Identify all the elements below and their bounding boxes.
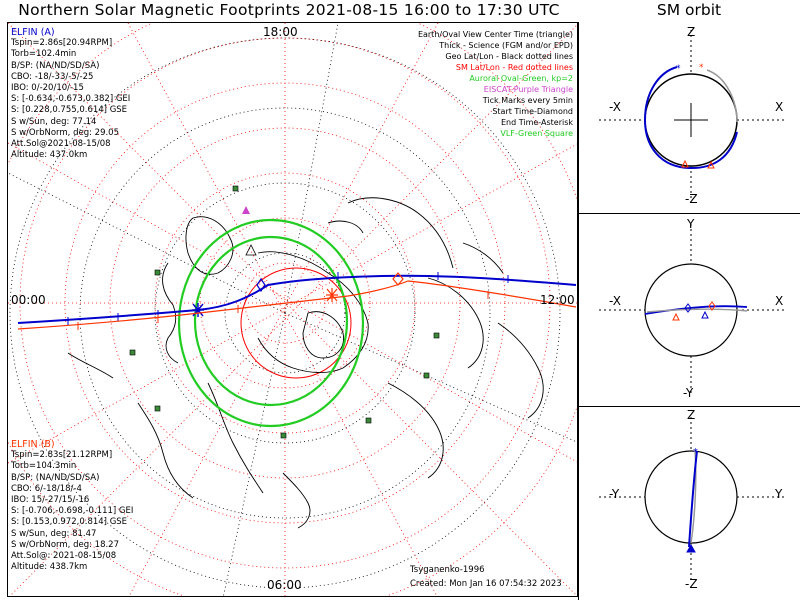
elfin-a-line: Att.Sol@2021-08-15/08 xyxy=(11,139,111,150)
elfin-b-line: Att.Sol@: 2021-08-15/08 xyxy=(11,551,117,562)
elfin-b-line: S w/OrbNorm, deg: 18.27 xyxy=(11,539,120,550)
orbit-axis-left: -X xyxy=(609,294,621,308)
mlt-label-top: 18:00 xyxy=(263,25,298,39)
elfin-a-line: S: [-0.634,-0.673,0.382] GEI xyxy=(11,94,131,105)
legend-item: End Time-Asterisk xyxy=(500,118,573,127)
elfin-b-line: B/SP: (NA/ND/SD/SA) xyxy=(11,472,100,483)
elfin-a-line: Torb=102.4min xyxy=(11,49,77,60)
elfin-a-line: Tspin=2.86s[20.94RPM] xyxy=(11,38,113,49)
elfin-b-track xyxy=(17,272,577,330)
elfin-a-line: IBO: 0/-20/10/-15 xyxy=(11,83,84,94)
orbit-axis-bottom: -Z xyxy=(685,192,698,206)
legend-item: Auroral Oval-Green, kp=2 xyxy=(469,74,573,83)
elfin-a-name: ELFIN (A) xyxy=(11,27,55,38)
orbit-axis-top: Z xyxy=(687,25,696,39)
elfin-b-line: S: [0.153,0.972,0.814] GSE xyxy=(11,517,128,528)
legend-item: Thick - Science (FGM and/or EPD) xyxy=(439,41,573,50)
elfin-b-line: CBO: 6/-18/18/-4 xyxy=(11,483,82,494)
elfin-a-line: B/SP: (NA/ND/SD/SA) xyxy=(11,60,100,71)
elfin-a-line: S: [0.228,0.755,0.614] GSE xyxy=(11,105,128,116)
mlt-label-right: 12:00 xyxy=(540,293,575,307)
elfin-a-line: S w/OrbNorm, deg: 29.05 xyxy=(11,127,120,138)
elfin-b-line: IBO: 15/-27/15/-16 xyxy=(11,495,90,506)
orbit-axis-bottom: -Z xyxy=(685,577,698,591)
legend-item: SM Lat/Lon - Red dotted lines xyxy=(455,63,573,72)
created-timestamp: Created: Mon Jan 16 07:54:32 2023 xyxy=(410,579,562,589)
orbit-axis-left: -X xyxy=(609,100,621,114)
legend-item: Geo Lat/Lon - Black dotted lines xyxy=(445,52,573,61)
auroral-oval xyxy=(177,218,365,428)
orbit-axis-right: X xyxy=(775,294,784,308)
svg-text:*: * xyxy=(676,64,681,74)
legend-item: Earth/Oval View Center Time (triangle) xyxy=(417,30,573,39)
elfin-b-line: S: [-0.706,-0.698,-0.111] GEI xyxy=(11,506,134,517)
eiscat-marker xyxy=(242,206,250,214)
elfin-a-line: S w/Sun, deg: 77.14 xyxy=(11,116,97,127)
map-legend: Earth/Oval View Center Time (triangle) T… xyxy=(418,29,573,139)
sm-orbit-xy-panel: Y -X X -Y xyxy=(578,214,800,407)
orbit-axis-top: Z xyxy=(687,408,696,422)
orbit-axis-right: X xyxy=(775,100,784,114)
footprint-map: 18:00 00:00 12:00 06:00 ELFIN (A) Tspin=… xyxy=(7,22,578,597)
orbit-axis-left: -Y xyxy=(609,487,620,501)
elfin-b-line: Tspin=2.83s[21.12RPM] xyxy=(11,450,113,461)
orbit-axis-right: Y xyxy=(775,487,783,501)
vlf-stations xyxy=(129,185,440,439)
plot-title: Northern Solar Magnetic Footprints 2021-… xyxy=(18,1,560,19)
legend-item: EISCAT-Purple Triangle xyxy=(483,85,573,94)
svg-text:*: * xyxy=(693,447,698,458)
elfin-b-line: S w/Sun, deg: 81.47 xyxy=(11,528,97,539)
legend-item: Tick Marks every 5min xyxy=(482,96,573,105)
elfin-a-line: CBO: -18/-33/-5/-25 xyxy=(11,71,94,82)
model-credit: Tsyganenko-1996 xyxy=(410,565,485,575)
orbit-axis-top: Y xyxy=(687,217,695,231)
svg-text:*: * xyxy=(699,63,704,73)
orbit-axis-bottom: -Y xyxy=(683,386,694,400)
sm-pole-circle xyxy=(240,267,352,379)
elfin-a-line: Altitude: 437.0km xyxy=(11,150,88,161)
elfin-b-line: Altitude: 438.7km xyxy=(11,562,88,573)
sm-orbit-yz-panel: * Z -Y Y -Z xyxy=(578,407,800,600)
legend-item: Start Time-Diamond xyxy=(492,107,573,116)
elfin-a-info: ELFIN (A) Tspin=2.86s[20.94RPM] Torb=102… xyxy=(11,27,130,161)
view-center-marker xyxy=(245,244,257,256)
map-canvas xyxy=(8,23,577,596)
elfin-a-track xyxy=(17,272,577,325)
coastlines xyxy=(67,197,544,529)
mlt-label-bottom: 06:00 xyxy=(267,578,302,592)
sm-orbit-title: SM orbit xyxy=(656,1,722,19)
elfin-b-name: ELFIN (B) xyxy=(11,439,55,450)
mlt-label-left: 00:00 xyxy=(11,293,46,307)
elfin-b-info: ELFIN (B) Tspin=2.83s[21.12RPM] Torb=104… xyxy=(11,439,133,573)
sm-orbit-xz-panel: * * Z -X X -Z xyxy=(578,22,800,214)
legend-item: VLF-Green Square xyxy=(500,129,573,138)
elfin-b-line: Torb=104.3min xyxy=(11,461,77,472)
